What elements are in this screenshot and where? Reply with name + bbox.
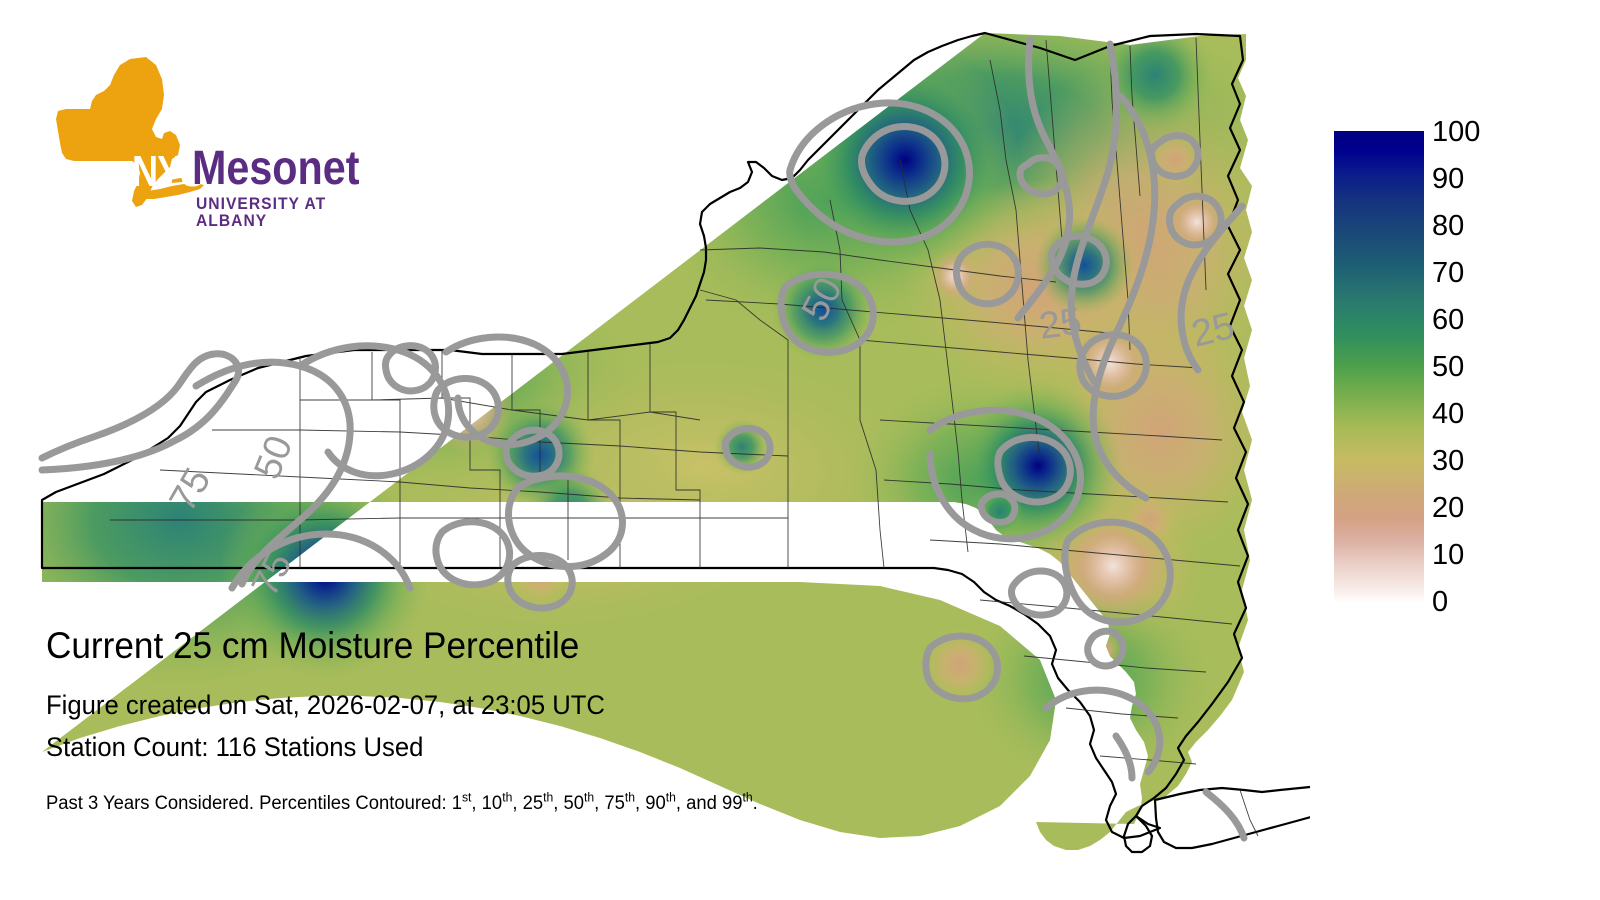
footnote-percentile-number: 25 bbox=[522, 793, 544, 814]
contour-25-catskill bbox=[1061, 518, 1174, 626]
contour-50-fingerlakes bbox=[505, 472, 626, 570]
colorbar-tick-60: 60 bbox=[1432, 304, 1465, 336]
field-max-oswego bbox=[771, 258, 875, 362]
contour-50-ontario bbox=[442, 333, 571, 449]
county-boundaries bbox=[110, 37, 1310, 837]
contour-25-east-central bbox=[1008, 567, 1071, 619]
colorbar-tick-100: 100 bbox=[1432, 116, 1481, 148]
field-min-hudson-s bbox=[1120, 490, 1180, 550]
contour-75-west bbox=[38, 350, 242, 474]
footnote-percentile-number: 99 bbox=[722, 793, 743, 814]
footnote-percentile-ordinal: th bbox=[665, 790, 676, 805]
logo-university-text: UNIVERSITY AT ALBANY bbox=[196, 194, 327, 230]
footnote-separator: , bbox=[512, 793, 523, 814]
footnote-percentile-ordinal: th bbox=[502, 790, 513, 805]
contour-50-hudson bbox=[1042, 686, 1164, 776]
contour-25-champlain-ring bbox=[1076, 331, 1150, 400]
contour-50-long-island-a bbox=[1202, 788, 1248, 842]
logo-mesonet-text: Mesonet bbox=[192, 142, 360, 195]
contour-50-niagara bbox=[382, 342, 439, 395]
footnote-percentile-number: 50 bbox=[563, 793, 584, 814]
colorbar-tick-30: 30 bbox=[1432, 445, 1465, 477]
long-island-outline bbox=[1153, 785, 1310, 850]
footnote-separator: , bbox=[471, 793, 482, 814]
colorbar-tick-labels: 100 90 80 70 60 50 40 30 20 10 0 bbox=[1432, 118, 1542, 618]
colorbar-tick-10: 10 bbox=[1432, 539, 1465, 571]
logo-state-path bbox=[56, 57, 180, 207]
footnote-percentile-number: 10 bbox=[481, 793, 503, 814]
nys-mesonet-logo: NYS Mesonet UNIVERSITY AT ALBANY bbox=[52, 55, 397, 229]
station-count-text: Station Count: 116 Stations Used bbox=[46, 732, 424, 762]
contour-50-hudson-lower bbox=[1112, 732, 1136, 782]
colorbar-tick-80: 80 bbox=[1432, 210, 1465, 242]
ny-outlines bbox=[40, 31, 1310, 854]
ny-mainland-outline bbox=[40, 31, 1250, 840]
figure-created-text: Figure created on Sat, 2026-02-07, at 23… bbox=[46, 690, 605, 720]
contour-50-northwest bbox=[192, 358, 354, 588]
colorbar-tick-40: 40 bbox=[1432, 398, 1465, 430]
logo-long-island-path bbox=[146, 183, 204, 199]
colorbar-gradient bbox=[1334, 131, 1424, 603]
contour-50-stlaw bbox=[1067, 40, 1120, 386]
footnote-percentile-ordinal: th bbox=[583, 790, 595, 805]
contour-25-adk-ring bbox=[1166, 192, 1225, 249]
contour-50-west-arc bbox=[296, 342, 453, 480]
new-york-state-logo-shape bbox=[56, 57, 204, 207]
contour-label-25-east: 25 bbox=[1188, 305, 1239, 356]
contour-50-north bbox=[1014, 36, 1074, 322]
ny-nyc-outline bbox=[1122, 814, 1154, 854]
footnote-suffix: . bbox=[752, 793, 758, 814]
footnote-text: Past 3 Years Considered. Percentiles Con… bbox=[46, 790, 977, 816]
colorbar-tick-50: 50 bbox=[1432, 351, 1465, 383]
footnote-percentile-ordinal: th bbox=[624, 790, 636, 805]
footnote-separator: , bbox=[553, 793, 564, 814]
contour-25-west-hudson bbox=[922, 632, 1002, 703]
page-title: Current 25 cm Moisture Percentile bbox=[46, 625, 580, 666]
moisture-percentile-map: 50 25 25 50 75 75 bbox=[38, 31, 1310, 854]
contour-25-fingerlakes-ring bbox=[430, 374, 502, 441]
logo-nys-text: NYS bbox=[132, 147, 205, 196]
figure-caption: Current 25 cm Moisture Percentile Figure… bbox=[46, 624, 1006, 816]
contour-50-adk-big bbox=[786, 99, 973, 246]
footnote-percentile-number: 1 bbox=[451, 793, 462, 814]
contour-50-tughill bbox=[1048, 232, 1110, 288]
contour-25-eastadk bbox=[1177, 202, 1246, 374]
contour-50-oswego bbox=[777, 270, 877, 356]
contour-50-mohawk-inner bbox=[994, 433, 1074, 506]
contour-25-delaware bbox=[1084, 627, 1127, 670]
contour-25-north-small bbox=[1148, 132, 1202, 180]
contour-25-central-dry bbox=[952, 240, 1022, 308]
contour-50-rochester bbox=[502, 426, 563, 480]
footnote-separator: , bbox=[635, 793, 646, 814]
colorbar: 100 90 80 70 60 50 40 30 20 10 0 bbox=[1334, 118, 1584, 618]
colorbar-tick-20: 20 bbox=[1432, 492, 1465, 524]
contour-25-southtier-ring bbox=[432, 518, 514, 589]
footnote-separator: , and bbox=[675, 793, 723, 814]
footnote-percentile-ordinal: th bbox=[742, 790, 753, 805]
percentile-contours bbox=[38, 36, 1248, 842]
colorbar-tick-0: 0 bbox=[1432, 586, 1449, 618]
footnote-separator: , bbox=[594, 793, 605, 814]
contour-label-25-champlain: 25 bbox=[1036, 300, 1084, 347]
footnote-percentile-number: 75 bbox=[604, 793, 625, 814]
footnote-percentile-list: 1st, 10th, 25th, 50th, 75th, 90th, and 9… bbox=[451, 790, 753, 814]
contour-50-adk-inner bbox=[858, 123, 949, 205]
footnote-percentile-ordinal: th bbox=[543, 790, 554, 805]
contour-25-small-a bbox=[721, 425, 774, 471]
contour-25-lake-small bbox=[1016, 154, 1066, 198]
colorbar-tick-70: 70 bbox=[1432, 257, 1465, 289]
field-min-west-hudson bbox=[922, 627, 998, 703]
footnote-percentile-number: 90 bbox=[645, 793, 666, 814]
colorbar-tick-90: 90 bbox=[1432, 163, 1465, 195]
contour-25-south-b bbox=[504, 552, 576, 612]
contour-50-mohawk bbox=[926, 406, 1085, 543]
logo-long-island-tip-path bbox=[170, 178, 188, 183]
footnote-percentile-ordinal: st bbox=[461, 790, 472, 805]
contour-25-small-b bbox=[977, 490, 1019, 526]
field-max-niagara bbox=[355, 315, 475, 435]
footnote-prefix: Past 3 Years Considered. Percentiles Con… bbox=[46, 793, 452, 814]
